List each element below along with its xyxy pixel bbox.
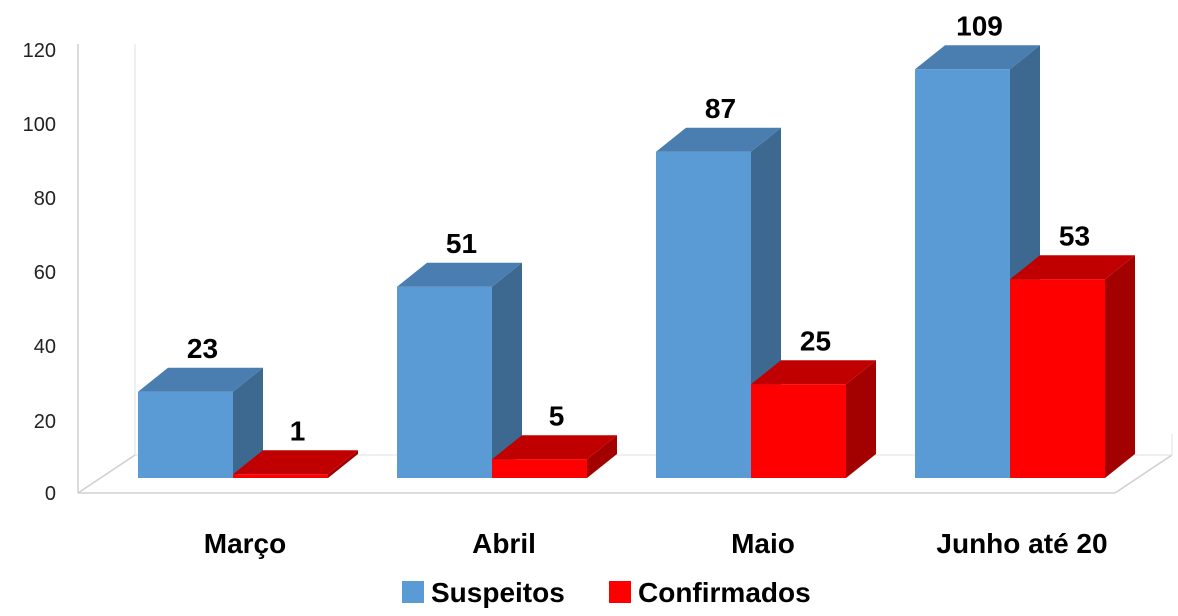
bar-front — [138, 391, 233, 478]
bar-top — [397, 262, 522, 287]
bar-confirmados-3 — [1010, 255, 1135, 478]
data-label: 23 — [187, 333, 218, 364]
bar-top — [656, 127, 781, 152]
bar-top — [751, 360, 876, 385]
legend-label: Confirmados — [638, 577, 811, 608]
y-tick-label: 40 — [34, 336, 56, 358]
bar-side — [1105, 255, 1135, 478]
y-tick-label: 120 — [23, 40, 56, 62]
data-label: 25 — [800, 325, 831, 356]
y-tick-label: 80 — [34, 188, 56, 210]
floor-right-edge — [1114, 454, 1173, 494]
bar-suspeitos-2 — [656, 127, 781, 478]
bar-side — [328, 450, 358, 478]
data-label: 109 — [956, 10, 1003, 41]
bar-confirmados-1 — [492, 435, 617, 478]
category-label: Junho até 20 — [936, 528, 1107, 559]
y-tick-label: 0 — [45, 483, 56, 505]
data-label: 1 — [290, 415, 306, 446]
category-label: Abril — [472, 528, 536, 559]
legend: Suspeitos Confirmados — [402, 577, 811, 608]
data-label: 53 — [1059, 220, 1090, 251]
y-axis: 0 20 40 60 80 100 120 — [23, 40, 79, 505]
legend-swatch — [609, 581, 631, 603]
bar-front — [751, 384, 846, 478]
data-label: 51 — [446, 228, 477, 259]
legend-item-suspeitos: Suspeitos — [402, 577, 565, 608]
bar-suspeitos-1 — [397, 262, 522, 478]
bar-top — [915, 45, 1040, 70]
bar-front — [233, 474, 328, 478]
bar-top — [492, 435, 617, 460]
bar-side — [846, 360, 876, 478]
data-label: 87 — [705, 93, 736, 124]
y-tick-label: 20 — [34, 411, 56, 433]
bar-side — [492, 262, 522, 478]
category-label: Março — [204, 528, 286, 559]
bar-confirmados-2 — [751, 360, 876, 478]
bars — [138, 45, 1135, 478]
bar-front — [1010, 279, 1105, 478]
bar-side — [587, 435, 617, 478]
bar-top — [1010, 255, 1135, 280]
bar-front — [397, 286, 492, 478]
data-labels: 23 1 51 5 87 25 109 53 — [187, 10, 1090, 446]
category-labels: Março Abril Maio Junho até 20 — [204, 528, 1108, 559]
bar-confirmados-0 — [233, 450, 358, 478]
bar-front — [656, 151, 751, 478]
bar-top — [138, 367, 263, 392]
legend-swatch — [402, 581, 424, 603]
floor-left-edge — [77, 454, 136, 494]
bar-top — [233, 450, 358, 475]
bar-front — [915, 69, 1010, 478]
bar-side — [233, 367, 263, 478]
y-tick-label: 100 — [23, 114, 56, 136]
category-label: Maio — [731, 528, 795, 559]
legend-label: Suspeitos — [431, 577, 565, 608]
bar-front — [492, 459, 587, 478]
bar-suspeitos-0 — [138, 367, 263, 478]
legend-item-confirmados: Confirmados — [609, 577, 811, 608]
y-tick-label: 60 — [34, 262, 56, 284]
data-label: 5 — [549, 400, 565, 431]
